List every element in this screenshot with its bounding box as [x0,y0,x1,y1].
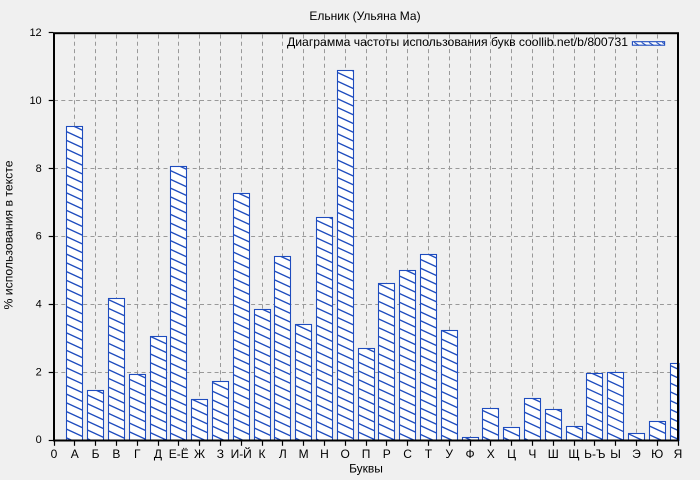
svg-text:Буквы: Буквы [349,462,383,476]
svg-text:2: 2 [36,366,42,378]
svg-text:Х: Х [487,447,495,461]
svg-text:Т: Т [425,447,433,461]
svg-text:Э: Э [632,447,641,461]
svg-text:4: 4 [36,299,42,311]
svg-text:Д: Д [154,447,162,461]
svg-text:З: З [217,447,224,461]
svg-text:Б: Б [92,447,100,461]
svg-text:8: 8 [36,163,42,175]
svg-text:В: В [112,447,120,461]
svg-text:Ж: Ж [194,447,205,461]
svg-text:И-Й: И-Й [231,446,252,461]
svg-text:Щ: Щ [568,447,579,461]
svg-text:С: С [403,447,412,461]
svg-text:Ь-Ъ: Ь-Ъ [584,447,605,461]
svg-text:Ц: Ц [507,447,516,461]
svg-text:Н: Н [320,447,329,461]
svg-text:Я: Я [674,447,683,461]
svg-text:Ш: Ш [548,447,559,461]
svg-text:0: 0 [51,447,58,461]
svg-text:М: М [299,447,309,461]
svg-text:Ч: Ч [528,447,536,461]
svg-text:10: 10 [29,95,41,107]
svg-text:% использования в тексте: % использования в тексте [2,160,16,309]
svg-text:П: П [362,447,371,461]
svg-text:Л: Л [279,447,287,461]
svg-text:6: 6 [36,231,42,243]
svg-text:Диаграмма частоты использовани: Диаграмма частоты использования букв coo… [287,35,628,49]
svg-text:Е-Ё: Е-Ё [169,447,189,461]
svg-text:12: 12 [29,27,41,39]
svg-text:0: 0 [36,434,42,446]
svg-text:У: У [445,447,453,461]
svg-text:Ф: Ф [465,447,474,461]
svg-text:О: О [341,447,350,461]
svg-text:Г: Г [134,447,141,461]
svg-text:Ы: Ы [610,447,621,461]
svg-text:Р: Р [383,447,391,461]
svg-text:А: А [71,447,79,461]
svg-text:К: К [259,447,266,461]
svg-text:Ельник (Ульяна Ма): Ельник (Ульяна Ма) [309,9,420,23]
svg-text:Ю: Ю [651,447,663,461]
